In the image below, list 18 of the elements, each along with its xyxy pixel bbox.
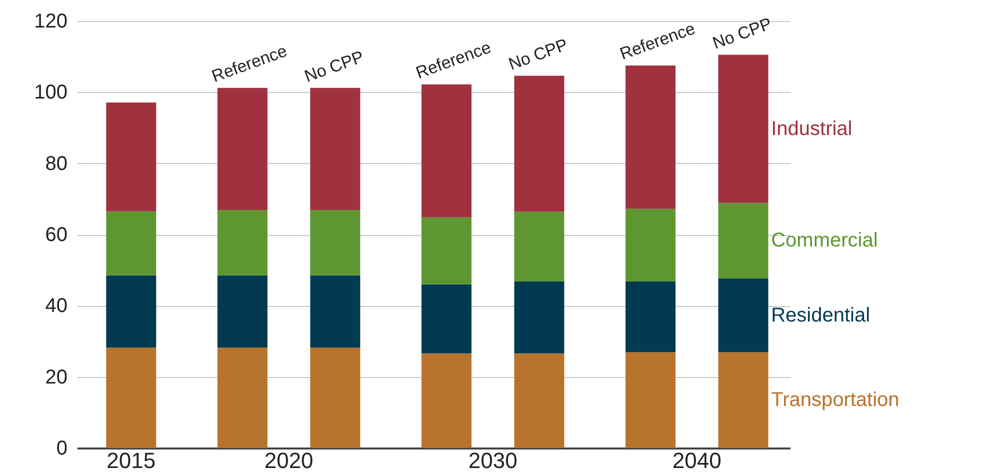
y-tick-label: 40 (45, 295, 68, 318)
series-label: Transportation (771, 389, 900, 412)
annotation: 2015 (106, 448, 156, 473)
series-label: Industrial (771, 118, 852, 140)
annotation: 2020 (264, 448, 314, 473)
series-label: Residential (771, 304, 870, 326)
y-tick-label: 100 (34, 82, 68, 104)
y-tick-label: 60 (45, 224, 68, 246)
series-label: Commercial (771, 230, 878, 252)
y-tick-label: 20 (45, 366, 68, 388)
x-tick-label: No CPP (506, 35, 570, 74)
x-tick-label: No CPP (710, 14, 774, 53)
y-tick-label: 80 (45, 152, 68, 175)
y-tick-label: 120 (34, 10, 68, 32)
y-tick-label: 0 (56, 438, 68, 460)
x-tick-label: No CPP (302, 47, 366, 86)
annotation: 2030 (468, 448, 518, 473)
annotation: 2040 (672, 448, 722, 473)
